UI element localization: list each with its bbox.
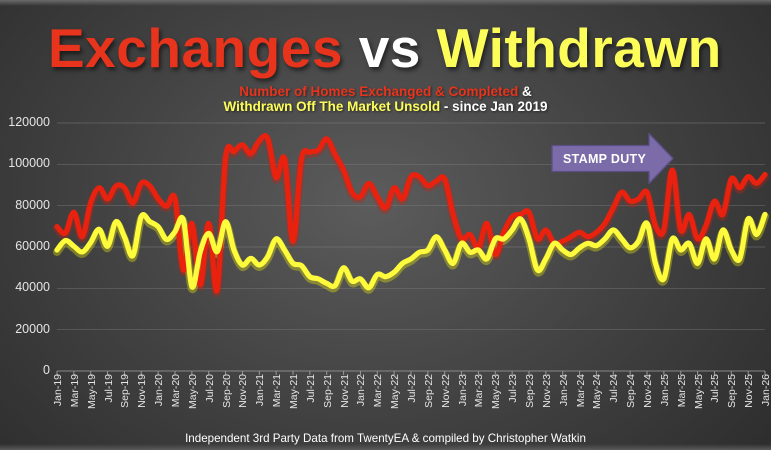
svg-text:STAMP DUTY: STAMP DUTY <box>563 152 646 166</box>
